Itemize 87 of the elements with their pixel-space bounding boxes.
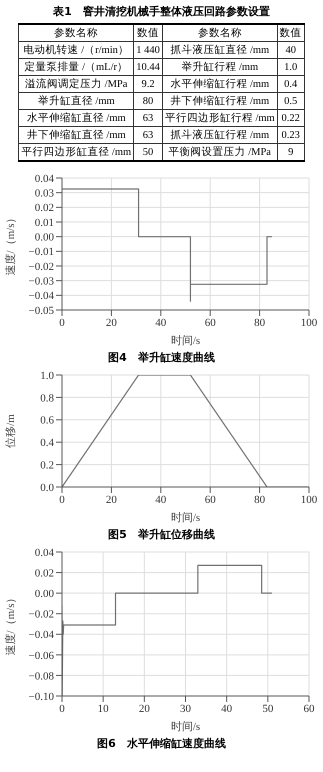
- x-tick-label: 80: [254, 494, 266, 506]
- text: 63: [134, 126, 162, 144]
- y-axis-title: 速度/（m/s）: [4, 212, 17, 276]
- y-tick-label: 0.00: [34, 588, 54, 600]
- x-tick-label: 60: [204, 316, 216, 329]
- x-tick-label: 20: [106, 316, 118, 329]
- y-tick-label: 0.6: [40, 414, 54, 427]
- text: 图5 举升缸位移曲线: [107, 527, 216, 542]
- text: 平行四边形缸行程 /mm: [162, 110, 278, 126]
- x-tick-label: 30: [180, 702, 192, 715]
- y-tick-label: −0.06: [28, 650, 54, 662]
- text: 图6 水平伸缩缸速度曲线: [96, 736, 227, 751]
- x-tick-label: 10: [98, 702, 110, 715]
- x-tick-label: 50: [262, 702, 274, 715]
- text: 平衡阀设置压力 /MPa: [162, 144, 278, 161]
- x-axis-title: 时间/s: [170, 720, 200, 733]
- y-tick-label: 0.04: [34, 172, 54, 185]
- y-axis-title: 速度/（m/s）: [4, 592, 17, 656]
- text: 井下伸缩缸直径 /mm: [18, 126, 134, 144]
- text: 0.23: [277, 126, 304, 144]
- text: 平行四边形缸直径 /mm: [18, 144, 134, 161]
- text: 溢流阀调定压力 /MPa: [18, 76, 134, 92]
- y-tick-label: −0.01: [28, 246, 54, 258]
- y-tick-label: −0.02: [28, 260, 54, 273]
- x-tick-label: 0: [59, 494, 66, 506]
- x-axis-title: 时间/s: [170, 334, 200, 347]
- text: 0.4: [277, 76, 304, 92]
- x-tick-label: 100: [300, 316, 318, 329]
- text: 数值: [134, 24, 162, 42]
- text: 50: [134, 144, 162, 161]
- y-tick-label: 0.01: [34, 216, 54, 229]
- y-tick-label: 0.2: [40, 460, 54, 472]
- y-tick-label: 0.0: [40, 482, 54, 494]
- y-tick-label: −0.04: [28, 290, 54, 302]
- text: 井下伸缩缸行程 /mm: [162, 92, 278, 110]
- x-tick-label: 0: [59, 702, 66, 715]
- text: 9.2: [134, 76, 162, 92]
- text: 10.44: [134, 58, 162, 76]
- y-tick-label: −0.05: [28, 304, 54, 317]
- y-tick-label: 0.02: [34, 567, 54, 580]
- x-tick-label: 80: [254, 316, 266, 329]
- text: 数值: [277, 24, 304, 42]
- x-tick-label: 20: [138, 702, 150, 715]
- text: 40: [277, 42, 304, 58]
- y-tick-label: 0.02: [34, 202, 54, 214]
- x-tick-label: 40: [221, 702, 233, 715]
- text: 参数名称: [162, 24, 278, 42]
- text: 表1 窨井清挖机械手整体液压回路参数设置: [52, 4, 271, 20]
- y-tick-label: 1.0: [40, 370, 54, 382]
- y-tick-label: −0.02: [28, 608, 54, 621]
- y-tick-label: 0.8: [40, 392, 54, 404]
- text: 电动机转速 /（r/min）: [18, 42, 134, 58]
- x-tick-label: 20: [106, 494, 118, 506]
- text: 0.22: [277, 110, 304, 126]
- y-axis-title: 位移/m: [4, 414, 17, 448]
- x-tick-label: 40: [155, 494, 167, 506]
- x-tick-label: 40: [155, 316, 167, 329]
- text: 举升缸行程 /mm: [162, 58, 278, 76]
- x-axis-title: 时间/s: [170, 511, 200, 524]
- text: 1.0: [277, 58, 304, 76]
- text: 水平伸缩缸行程 /mm: [162, 76, 278, 92]
- text: 举升缸直径 /mm: [18, 92, 134, 110]
- y-tick-label: −0.03: [28, 276, 54, 288]
- line-series: [62, 188, 273, 302]
- text: 抓斗液压缸行程 /mm: [162, 126, 278, 144]
- y-tick-label: 0.03: [34, 188, 54, 200]
- x-tick-label: 0: [59, 316, 66, 329]
- text: 1 440: [134, 42, 162, 58]
- text: 参数名称: [18, 24, 134, 42]
- text: 0.5: [277, 92, 304, 110]
- text: 抓斗液压缸直径 /mm: [162, 42, 278, 58]
- text: 水平伸缩缸直径 /mm: [18, 110, 134, 126]
- text: 9: [277, 144, 304, 161]
- text: 定量泵排量 /（mL/r）: [18, 58, 134, 76]
- x-tick-label: 60: [204, 494, 216, 506]
- y-tick-label: 0.00: [34, 232, 54, 244]
- y-tick-label: −0.04: [28, 629, 54, 642]
- text: 图4 举升缸速度曲线: [107, 350, 216, 365]
- y-tick-label: 0.4: [40, 437, 54, 450]
- y-tick-label: −0.08: [28, 670, 54, 682]
- y-tick-label: 0.04: [34, 546, 54, 559]
- text: 80: [134, 92, 162, 110]
- x-tick-label: 100: [300, 494, 318, 506]
- text: 63: [134, 110, 162, 126]
- x-tick-label: 60: [304, 702, 315, 715]
- line-series: [62, 564, 273, 696]
- y-tick-label: −0.10: [28, 690, 54, 703]
